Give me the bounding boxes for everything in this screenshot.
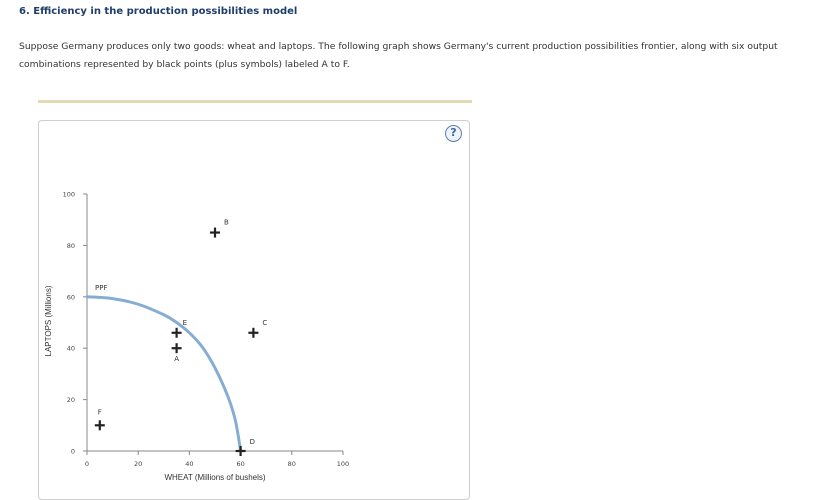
x-tick-label: 100 [337, 460, 349, 468]
point-c: C [248, 319, 267, 338]
points-layer: A B C D E F [94, 219, 267, 456]
ppf-label: PPF [95, 284, 107, 292]
ppf-chart: 0 20 40 60 80 100 0 20 40 60 80 100 PPF A B C D E F WHEA… [44, 191, 350, 483]
point-label: B [224, 219, 229, 227]
point-label: A [174, 355, 179, 363]
x-axis-title: WHEAT (Millions of bushels) [164, 473, 265, 482]
point-f: F [94, 408, 105, 431]
help-button[interactable]: ? [445, 125, 462, 142]
y-tick-label: 0 [71, 448, 75, 456]
x-tick-label: 0 [85, 460, 89, 468]
y-tick-label: 20 [67, 396, 75, 404]
point-b: B [210, 219, 229, 238]
y-tick-label: 40 [67, 345, 75, 353]
point-label: F [98, 408, 102, 416]
question-title: 6. Efficiency in the production possibil… [19, 6, 298, 17]
divider-rule [38, 100, 472, 103]
point-d: D [235, 438, 255, 456]
point-label: E [183, 319, 187, 327]
question-description: Suppose Germany produces only two goods:… [19, 41, 778, 70]
axes: 0 20 40 60 80 100 0 20 40 60 80 100 [63, 191, 350, 469]
y-tick-label: 60 [67, 293, 75, 301]
point-a: A [171, 343, 182, 363]
x-tick-label: 40 [185, 460, 193, 468]
y-tick-label: 100 [63, 191, 75, 199]
y-axis-title: LAPTOPS (Millions) [44, 285, 53, 356]
point-label: C [262, 319, 267, 327]
point-label: D [250, 438, 255, 446]
x-tick-label: 20 [134, 460, 142, 468]
point-e: E [171, 319, 187, 338]
x-tick-label: 80 [288, 460, 296, 468]
frontier-layer: PPF [85, 284, 243, 453]
y-tick-label: 80 [67, 242, 75, 250]
ppf-curve [85, 295, 243, 453]
x-tick-label: 60 [236, 460, 244, 468]
